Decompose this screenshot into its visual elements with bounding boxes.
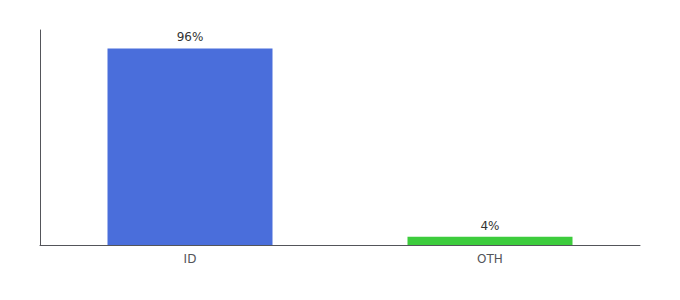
svg-text:ID: ID [184,252,197,266]
svg-text:4%: 4% [480,219,499,233]
svg-text:96%: 96% [177,30,204,44]
svg-text:OTH: OTH [477,252,503,266]
